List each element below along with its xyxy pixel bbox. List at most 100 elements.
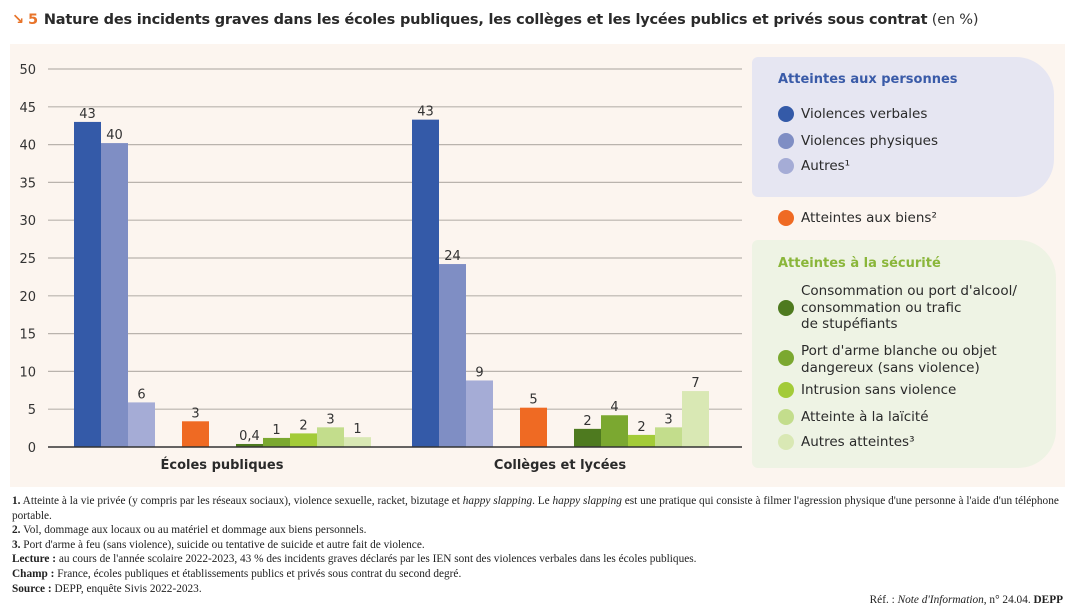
footnote-3: 3. Port d'arme à feu (sans violence), su…: [12, 538, 1062, 553]
bar: [439, 264, 466, 447]
reference-prefix: Réf. :: [869, 594, 898, 606]
y-tick-label: 0: [28, 441, 36, 456]
data-label: 2: [637, 420, 645, 435]
legend-group-securite: [752, 240, 1056, 468]
bar: [655, 427, 682, 447]
legend-label: Atteintes aux biens²: [801, 210, 937, 226]
legend-item-autres-atteintes: Autres atteintes³: [778, 434, 914, 450]
legend-label-line: Port d'arme blanche ou objet: [801, 343, 997, 359]
y-tick-label: 20: [19, 290, 36, 305]
footnote-2: 2. Vol, dommage aux locaux ou au matérie…: [12, 523, 1062, 538]
x-category-label: Collèges et lycées: [494, 458, 626, 473]
bar: [344, 437, 371, 447]
arrow-down-right-icon: ↘: [12, 12, 24, 28]
data-label: 3: [191, 406, 199, 421]
data-label: 9: [475, 365, 483, 380]
bar: [601, 415, 628, 447]
legend-swatch-icon: [778, 382, 794, 398]
footnote-text: Port d'arme à feu (sans violence), suici…: [20, 538, 425, 551]
figure-unit: (en %): [931, 12, 979, 28]
reference-publisher: DEPP: [1033, 594, 1064, 606]
note-lecture: Lecture : au cours de l'année scolaire 2…: [12, 552, 1062, 567]
legend-swatch-icon: [778, 133, 794, 149]
bar: [182, 421, 209, 447]
legend-swatch-icon: [778, 158, 794, 174]
bar: [263, 437, 290, 447]
legend-label: Intrusion sans violence: [801, 382, 957, 398]
data-label: 40: [106, 128, 123, 143]
y-tick-label: 50: [19, 63, 36, 78]
data-label: 1: [353, 422, 361, 437]
bar: [682, 391, 709, 447]
legend-label-line: consommation ou trafic: [801, 299, 962, 316]
legend-group-personnes: [752, 57, 1054, 197]
bar: [466, 380, 493, 447]
data-label: 24: [444, 249, 461, 264]
note-text: France, écoles publiques et établissemen…: [54, 567, 462, 580]
x-category-label: Écoles publiques: [161, 457, 284, 473]
legend-label: Autres¹: [801, 158, 851, 174]
legend-group-personnes-title: Atteintes aux personnes: [778, 72, 958, 87]
legend-item-alcool-stupefiants: Consommation ou port d'alcool/ consommat…: [778, 283, 1058, 335]
legend-swatch-icon: [778, 350, 794, 366]
bar: [74, 121, 101, 448]
figure-number: 5: [27, 12, 38, 28]
y-tick-label: 35: [19, 176, 36, 191]
footnote-text: . Le: [532, 495, 553, 507]
bar: [317, 427, 344, 447]
data-label: 2: [583, 414, 591, 429]
footnote-text: Atteinte à la vie privée (y compris par …: [20, 495, 463, 507]
y-tick-label: 25: [19, 252, 36, 267]
reference-publication: Note d'Information: [897, 594, 984, 606]
reference-number: , n° 24.04.: [983, 594, 1034, 606]
legend-label-line: de stupéfiants: [801, 316, 898, 332]
y-tick-label: 15: [19, 328, 36, 343]
bar: [236, 443, 263, 447]
footnote-text: est une pratique qui consiste à filmer l…: [12, 495, 1059, 522]
footnote-italic: happy slapping: [462, 495, 533, 507]
figure-title: ↘ 5 Nature des incidents graves dans les é…: [12, 12, 979, 28]
legend-item-violences-physiques: Violences physiques: [778, 133, 938, 149]
legend-label: Violences verbales: [801, 106, 928, 122]
legend-swatch-icon: [778, 106, 794, 122]
data-label: 0,4: [239, 429, 260, 444]
data-label: 6: [137, 387, 145, 402]
legend-swatch-icon: [778, 300, 794, 316]
data-label: 5: [529, 393, 537, 408]
reference: Réf. : Note d'Information, n° 24.04. DEP…: [870, 594, 1063, 606]
data-label: 43: [79, 107, 96, 122]
data-label: 1: [272, 423, 280, 438]
y-tick-label: 30: [19, 214, 36, 229]
bar: [574, 428, 601, 447]
bar: [628, 434, 655, 447]
note-champ: Champ : France, écoles publiques et étab…: [12, 567, 1062, 582]
data-label: 7: [691, 376, 699, 391]
legend-label: Autres atteintes³: [801, 434, 915, 450]
legend-item-laicite: Atteinte à la laïcité: [778, 409, 929, 425]
data-label: 4: [610, 400, 618, 415]
footnote-marker: 3.: [12, 538, 21, 551]
legend-item-intrusion: Intrusion sans violence: [778, 382, 956, 398]
data-label: 3: [664, 412, 672, 427]
note-source: Source : DEPP, enquête Sivis 2022-2023.: [12, 582, 1062, 597]
bar: [128, 402, 155, 447]
y-tick-label: 5: [28, 403, 36, 418]
legend-item-autres-personnes: Autres¹: [778, 158, 850, 174]
bar: [290, 433, 317, 447]
legend-label: Atteinte à la laïcité: [801, 409, 929, 425]
legend-swatch-icon: [778, 409, 794, 425]
bar: [412, 119, 439, 447]
legend-swatch-icon: [778, 434, 794, 450]
legend-item-violences-verbales: Violences verbales: [778, 106, 927, 122]
footnote-text: Vol, dommage aux locaux ou au matériel e…: [20, 524, 367, 537]
legend-label-line: Consommation ou port d'alcool/: [801, 283, 1017, 299]
y-tick-label: 10: [19, 365, 36, 380]
y-tick-label: 45: [19, 101, 36, 116]
footnotes: 1. Atteinte à la vie privée (y compris p…: [12, 494, 1062, 596]
note-text: DEPP, enquête Sivis 2022-2023.: [51, 582, 202, 595]
legend-label: Violences physiques: [801, 133, 938, 149]
note-label: Lecture :: [12, 553, 57, 566]
bar: [520, 407, 547, 447]
footnote-marker: 1.: [12, 495, 21, 507]
